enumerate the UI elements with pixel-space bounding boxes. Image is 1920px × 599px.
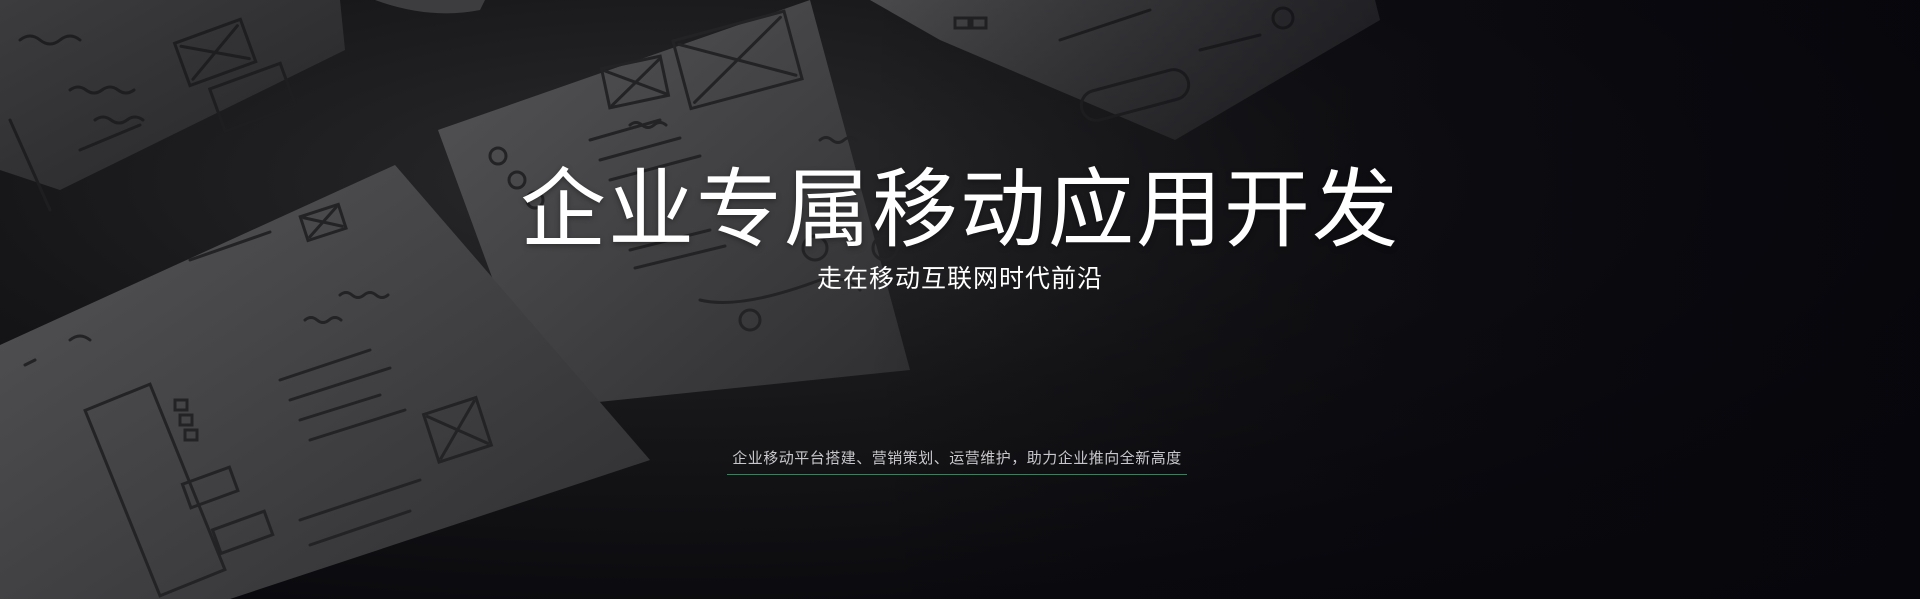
sketch-sheet-top-right — [870, 0, 1380, 140]
banner-tagline: 企业移动平台搭建、营销策划、运营维护，助力企业推向全新高度 — [732, 450, 1182, 467]
tagline-accent-line — [727, 474, 1187, 475]
sketch-sheet-top-arc — [375, 0, 485, 14]
banner-headline: 企业专属移动应用开发 — [520, 162, 1400, 258]
banner-subheadline: 走在移动互联网时代前沿 — [816, 265, 1103, 293]
